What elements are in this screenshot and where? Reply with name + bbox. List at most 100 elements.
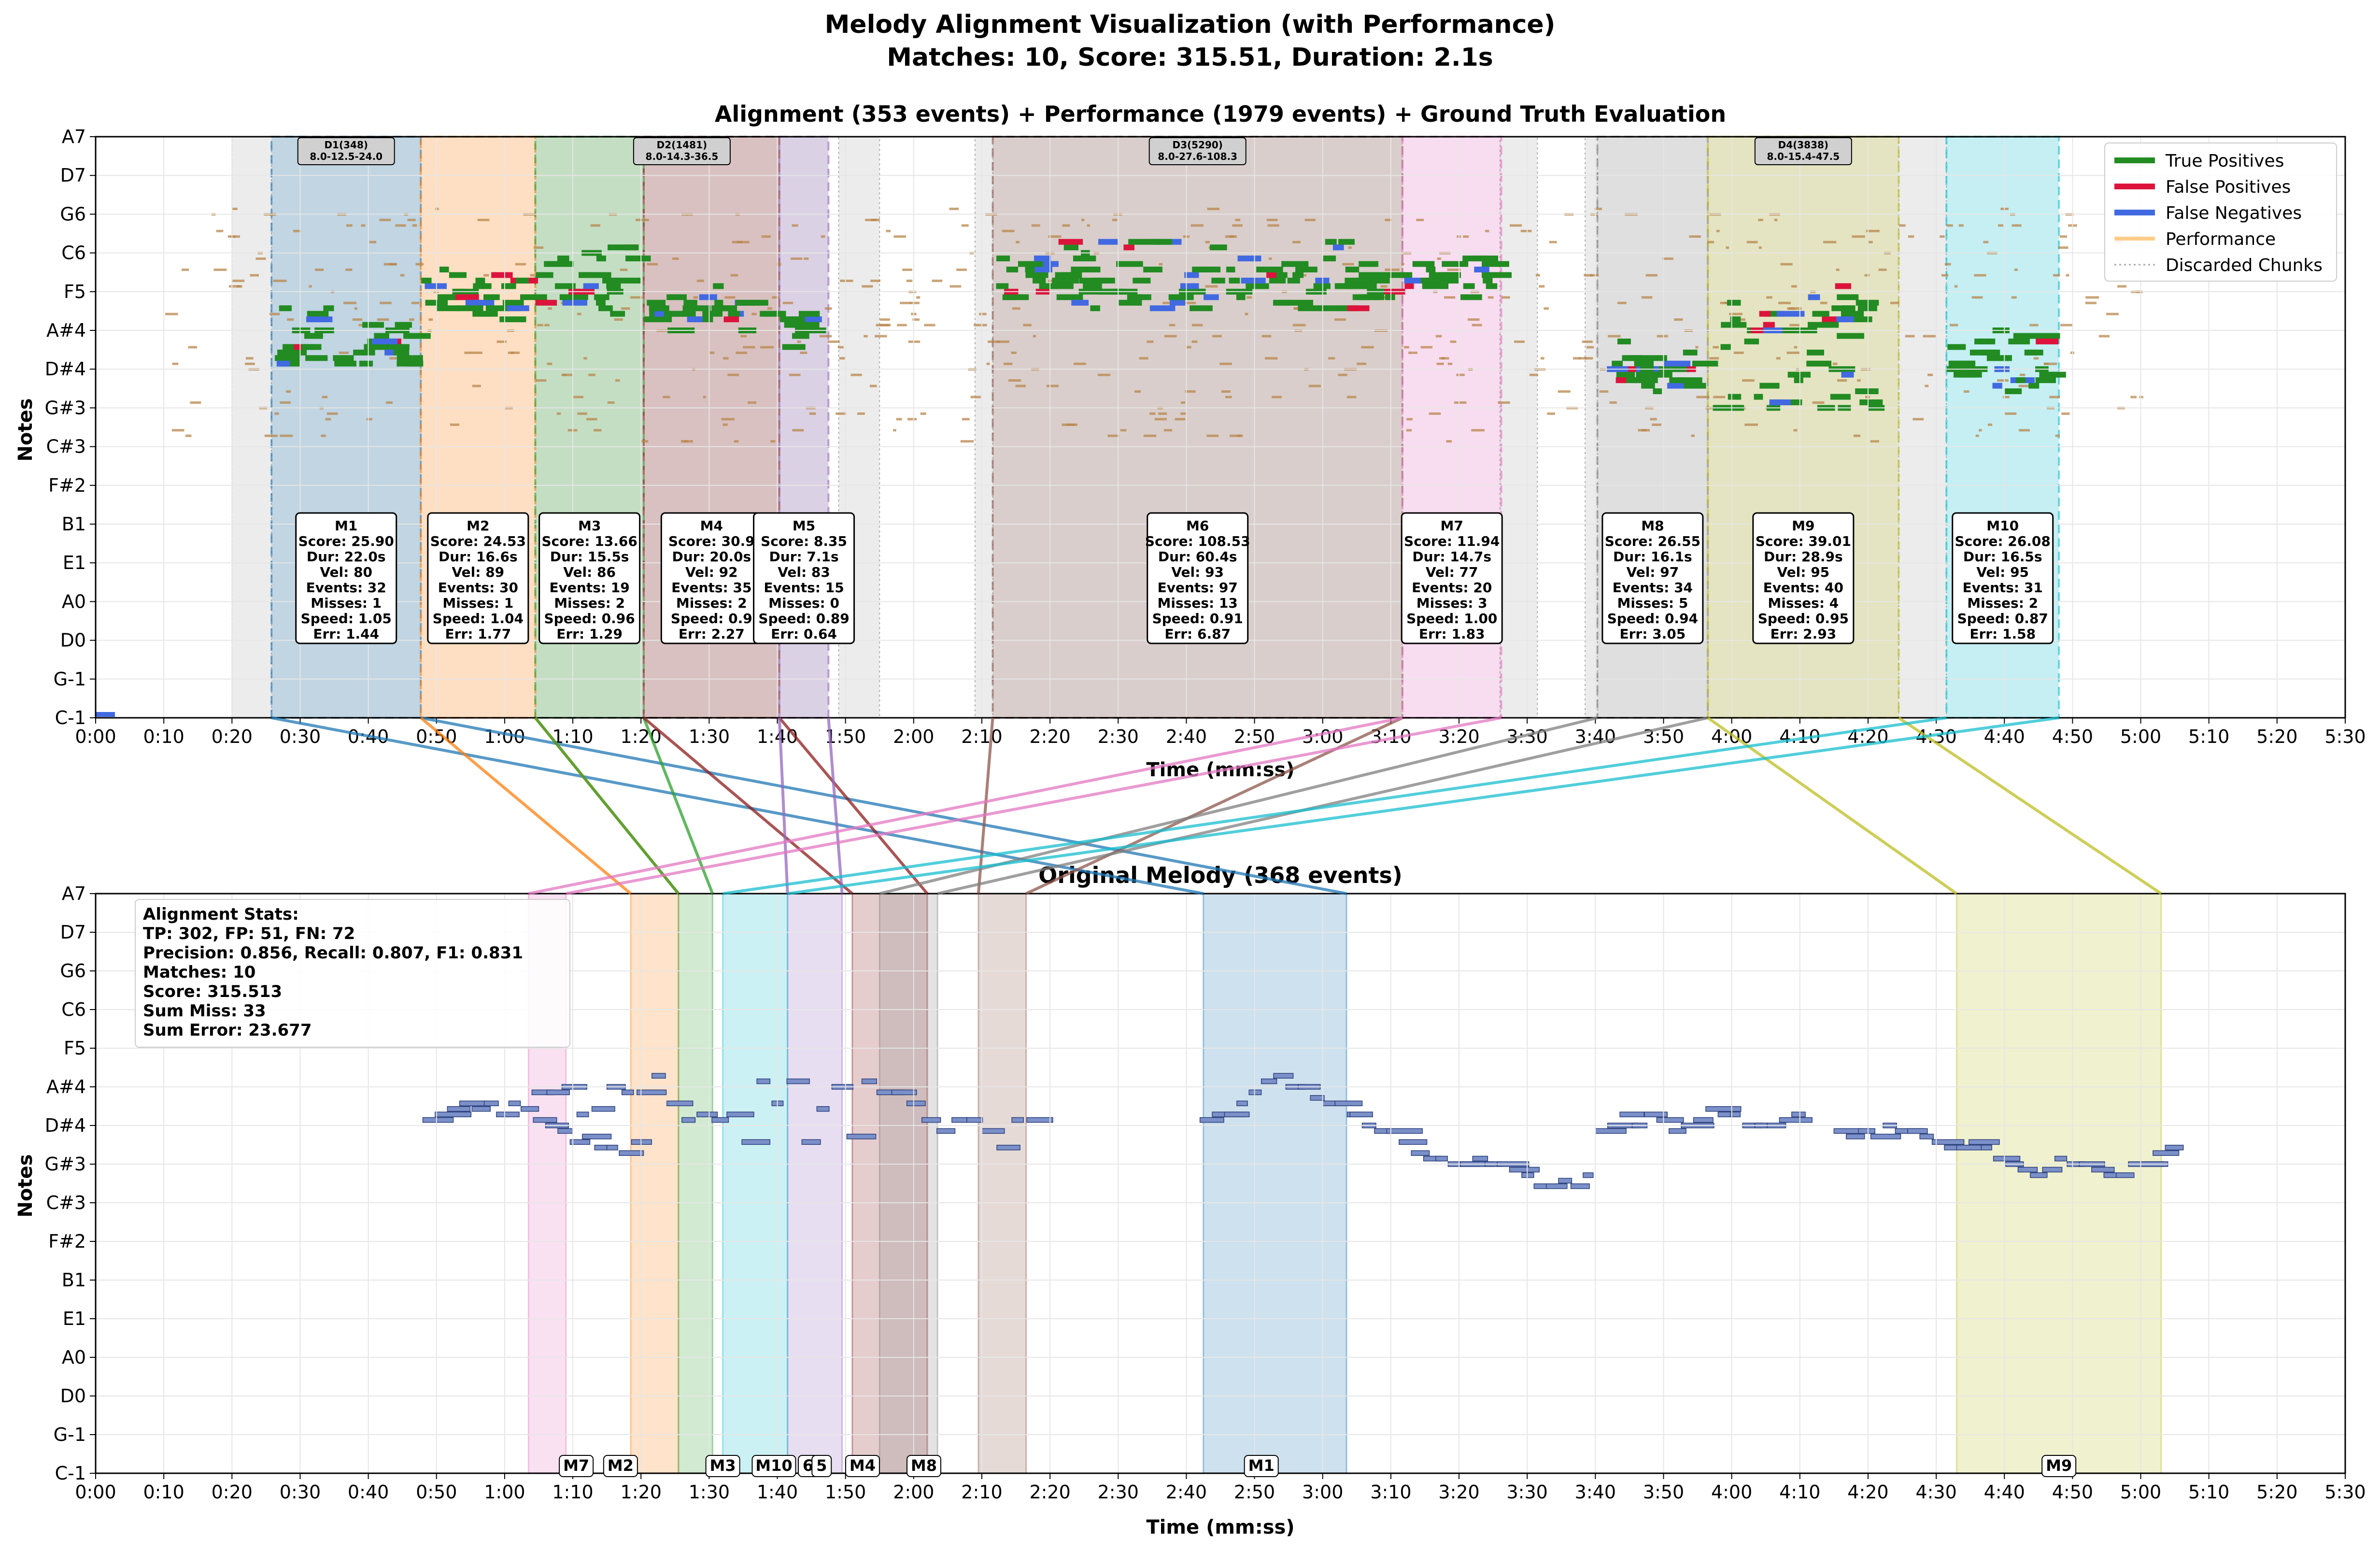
true-positive-note (614, 277, 641, 284)
discarded-chunk (1499, 136, 1538, 718)
performance-note (1304, 218, 1316, 221)
false-positive-note (455, 294, 479, 300)
false-negative-note (1841, 371, 1854, 378)
melody-region-label: 5 (811, 1455, 832, 1477)
performance-note (1864, 274, 1870, 277)
melody-x-tick-label: 4:30 (1915, 1481, 1956, 1503)
performance-note (450, 423, 459, 426)
true-positive-note (1460, 294, 1482, 300)
match-annotation-line: Err: 2.27 (679, 626, 745, 642)
alignment-y-tick-label: A#4 (46, 320, 86, 341)
true-positive-note (1648, 371, 1672, 378)
performance-note (1180, 412, 1187, 415)
performance-note (1852, 235, 1865, 238)
performance-note (380, 301, 392, 304)
melody-x-tick-label: 1:30 (689, 1481, 730, 1503)
alignment-y-tick-label: D#4 (45, 358, 86, 380)
true-positive-note (1292, 272, 1304, 278)
melody-note (1411, 1150, 1430, 1156)
false-negative-note (1332, 244, 1344, 251)
performance-note (1385, 218, 1392, 221)
true-positive-note (1269, 277, 1286, 284)
true-positive-note (323, 305, 334, 312)
melody-y-tick-label: A0 (62, 1347, 86, 1368)
performance-note (588, 373, 595, 376)
performance-note (970, 396, 981, 399)
true-positive-note (1002, 294, 1017, 300)
performance-note (377, 318, 389, 321)
performance-note (1186, 346, 1191, 349)
melody-region-label-box (1244, 1455, 1279, 1477)
false-negative-note (1098, 239, 1119, 245)
false-positive-note (1123, 244, 1134, 251)
true-positive-note (1841, 311, 1864, 317)
true-positive-note (1055, 272, 1078, 278)
detection-label-range: 8.0-14.3-36.5 (646, 151, 719, 162)
true-positive-note (1211, 277, 1225, 284)
performance-note (1787, 307, 1795, 310)
performance-note (912, 318, 920, 321)
true-positive-note (449, 272, 467, 278)
performance-note (1720, 301, 1728, 304)
melody-x-tick-label: 2:50 (1234, 1481, 1275, 1503)
legend-entry: Discarded Chunks (2166, 256, 2323, 275)
true-positive-note (363, 349, 375, 356)
melody-region-label: M9 (2041, 1455, 2077, 1477)
true-positive-note (1855, 388, 1879, 395)
alignment-x-tick-label: 5:20 (2256, 726, 2297, 747)
performance-note (1087, 224, 1090, 227)
performance-note (1334, 318, 1346, 321)
performance-note (2029, 324, 2039, 327)
performance-note (407, 218, 416, 221)
true-positive-note (502, 299, 524, 306)
performance-note (1416, 218, 1424, 221)
detection-label: D1(348)8.0-12.5-24.0 (297, 137, 395, 165)
melody-axes-frame (95, 893, 2346, 1474)
connection-line-m9 (1898, 716, 2162, 895)
melody-note (447, 1106, 471, 1112)
match-annotation-line: Speed: 1.00 (1406, 611, 1497, 626)
performance-note (893, 429, 896, 432)
match-annotation-line: Dur: 16.6s (439, 549, 518, 565)
performance-note (1529, 373, 1538, 376)
performance-note (544, 324, 550, 327)
performance-note (1758, 246, 1762, 249)
true-positive-note (1168, 294, 1194, 300)
performance-note (1958, 224, 1964, 227)
performance-note (641, 440, 649, 443)
true-positive-note (664, 311, 691, 317)
true-positive-note (1422, 283, 1449, 289)
alignment-x-tick-label: 5:00 (2120, 726, 2161, 747)
melody-x-tick-label: 0:00 (75, 1481, 116, 1503)
melody-panel-title: Original Melody (368 events) (1038, 862, 1402, 888)
performance-note (345, 268, 353, 271)
performance-note (1229, 434, 1243, 437)
alignment-x-tick-label: 3:50 (1643, 726, 1684, 747)
performance-note (1766, 296, 1772, 299)
true-positive-note (1953, 371, 1975, 378)
performance-note (1175, 418, 1186, 421)
performance-note (663, 396, 670, 399)
melody-note (1583, 1172, 1594, 1178)
alignment-x-tick-label: 3:30 (1507, 726, 1548, 747)
melody-note (1349, 1111, 1373, 1117)
performance-note (185, 434, 192, 437)
performance-note (1450, 340, 1457, 343)
performance-note (280, 434, 293, 437)
melody-note (1570, 1183, 1590, 1189)
match-annotation-line: Vel: 89 (452, 564, 505, 580)
performance-note (1870, 440, 1874, 443)
performance-note (949, 207, 959, 210)
match-annotation-line: Misses: 4 (1768, 595, 1839, 611)
melody-x-tick-label: 4:50 (2052, 1481, 2093, 1503)
melody-x-tick-label: 1:50 (825, 1481, 866, 1503)
melody-region-m6 (978, 893, 1027, 1474)
melody-note (726, 1111, 754, 1117)
performance-note (1219, 362, 1232, 365)
connection-line-m5 (827, 717, 844, 894)
true-positive-note (397, 355, 423, 361)
melody-note (2115, 1172, 2135, 1178)
true-positive-note (333, 355, 347, 361)
discarded-chunk (231, 136, 272, 718)
